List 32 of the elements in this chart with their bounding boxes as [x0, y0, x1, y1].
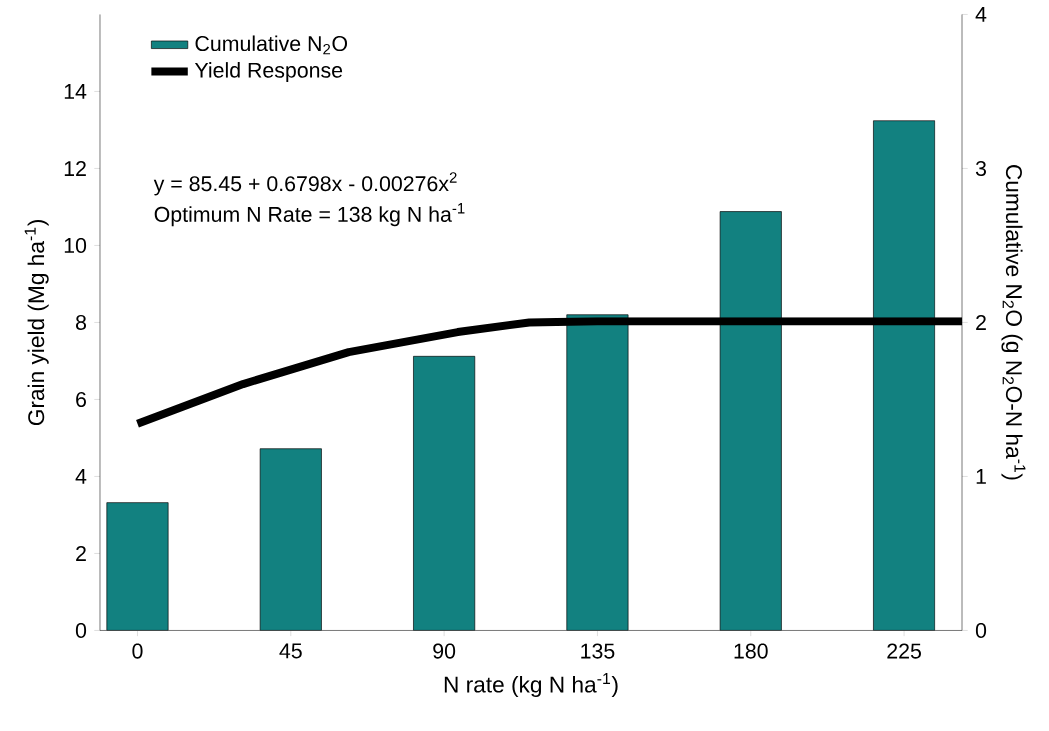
y2-tick-label: 1: [976, 468, 986, 484]
annotation: y = 85.45 + 0.6798x - 0.00276x$^{2}$: [153, 172, 457, 196]
y-tick-label: 12: [64, 160, 86, 176]
x-tick-label: 180: [734, 643, 768, 659]
y-axis-title: Grain yield (Mg ha$^{-1}$): [24, 219, 49, 425]
bar: [566, 314, 629, 631]
x-tick-label: 135: [581, 643, 615, 659]
y-tick-label: 10: [64, 237, 87, 253]
bar: [106, 502, 169, 631]
y-tick-label: 6: [76, 391, 86, 407]
x-axis-title: N rate (kg N ha$^{-1}$): [444, 672, 618, 697]
x-tick-label: 90: [433, 643, 456, 659]
y-tick-label: 0: [75, 622, 87, 638]
legend-label: Cumulative N$_{2}$O: [195, 35, 348, 55]
y-tick-label: 14: [64, 83, 87, 99]
y-tick-label: 4: [75, 468, 87, 484]
y2-axis-title: Cumulative N$_{2}$O (g N$_{2}$O-N ha$^{-1}$): [1001, 164, 1026, 480]
annotation: Optimum N Rate = 138 kg N ha$^{-1}$: [154, 202, 465, 226]
x-tick-label: 0: [132, 643, 143, 659]
bar: [260, 448, 322, 631]
x-tick-label: 45: [279, 643, 302, 659]
y-tick-label: 2: [76, 545, 86, 561]
y2-tick-label: 0: [975, 622, 987, 638]
x-tick-label: 225: [887, 643, 921, 659]
bar: [413, 356, 475, 631]
y2-tick-label: 2: [976, 314, 986, 330]
legend-label: Yield Response: [194, 61, 343, 82]
y2-tick-label: 4: [975, 6, 987, 22]
bar: [873, 120, 936, 631]
bar: [720, 211, 782, 631]
y2-tick-label: 3: [975, 160, 986, 176]
y-tick-label: 8: [75, 314, 86, 330]
